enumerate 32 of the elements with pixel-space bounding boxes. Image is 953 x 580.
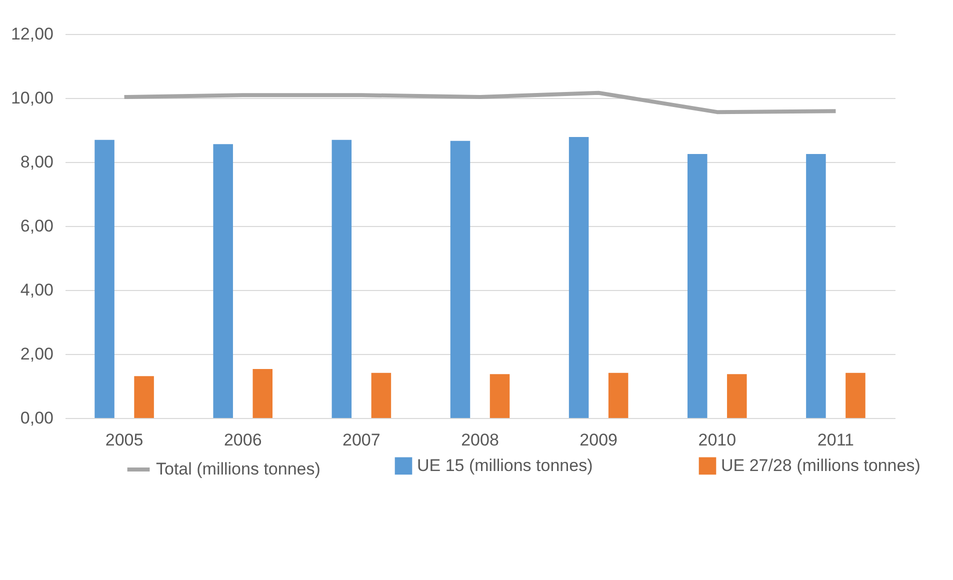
y-tick-label: 6,00 [20, 216, 54, 236]
x-tick-label: 2009 [580, 430, 618, 450]
y-tick-label: 0,00 [20, 408, 54, 428]
y-tick-label: 2,00 [20, 344, 54, 364]
x-tick-label: 2007 [342, 430, 380, 450]
bar [371, 372, 392, 418]
bar [806, 154, 826, 418]
y-tick-label: 10,00 [10, 88, 54, 108]
bar [608, 372, 628, 418]
bar [490, 374, 510, 418]
x-tick-label: 2011 [817, 430, 854, 450]
bar [450, 140, 470, 418]
y-tick-label: 8,00 [20, 152, 54, 172]
x-tick-label: 2008 [461, 430, 499, 450]
x-tick-label: 2006 [224, 430, 262, 450]
bar [94, 140, 114, 418]
bar [332, 140, 352, 418]
y-tick-label: 12,00 [10, 24, 54, 44]
x-tick-label: 2010 [698, 430, 736, 450]
bar [568, 137, 589, 418]
bar [846, 372, 866, 418]
bar [252, 369, 272, 418]
x-tick-label: 2005 [105, 430, 144, 450]
y-tick-label: 4,00 [20, 280, 54, 300]
bar [134, 376, 154, 418]
legend-label: UE 15 (millions tonnes) [417, 456, 593, 475]
line-series [122, 90, 838, 114]
bar [727, 374, 747, 418]
legend-label: Total (millions tonnes) [156, 460, 320, 478]
legend-label: UE 27/28 (millions tonnes) [721, 456, 920, 475]
bar [688, 154, 708, 418]
bar [213, 144, 233, 418]
